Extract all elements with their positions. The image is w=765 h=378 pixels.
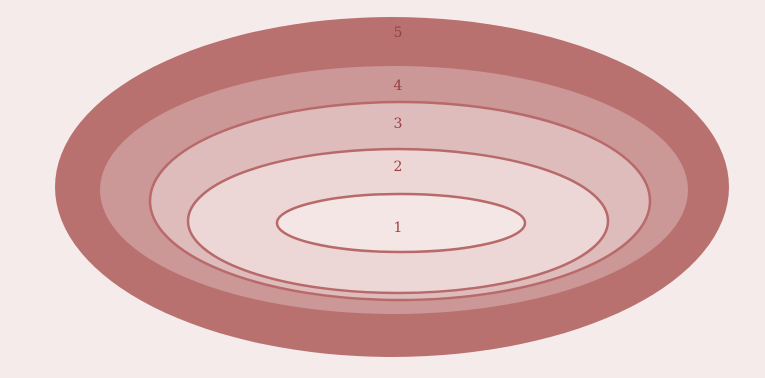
ring-4-label: 4 xyxy=(394,78,403,94)
ring-5-label: 5 xyxy=(394,25,403,41)
ring-1-label: 1 xyxy=(394,220,403,236)
ring-3-label: 3 xyxy=(394,116,403,132)
ring-2-label: 2 xyxy=(394,159,403,175)
ring-1 xyxy=(275,192,527,254)
